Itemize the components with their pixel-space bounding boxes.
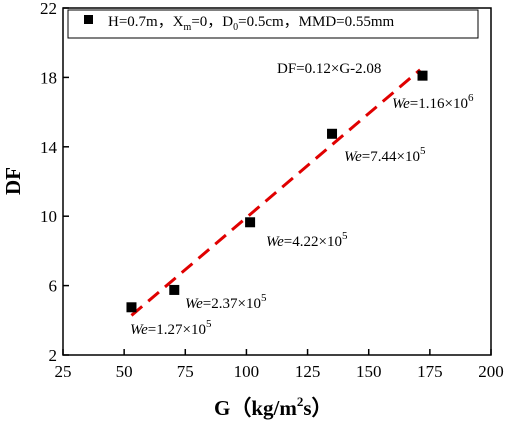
y-tick-label: 10: [40, 207, 57, 226]
y-tick-label: 2: [49, 346, 58, 365]
y-axis-title: DF: [1, 167, 25, 195]
x-axis-title: G（kg/m2s）: [214, 394, 333, 420]
y-tick-label: 22: [40, 0, 57, 18]
legend-marker: [84, 15, 93, 24]
y-tick-label: 18: [40, 68, 57, 87]
x-tick-label: 50: [116, 362, 133, 381]
x-tick-label: 25: [55, 362, 72, 381]
data-point: [327, 128, 338, 139]
data-point: [245, 217, 256, 228]
legend: H=0.7m，Xm=0，D0=0.5cm，MMD=0.55mm: [67, 9, 479, 39]
fit-line: [130, 68, 422, 317]
data-points: [126, 70, 428, 313]
y-tick-label: 14: [40, 138, 58, 157]
data-point: [126, 302, 137, 313]
data-point: [417, 70, 428, 81]
we-annotation-116: We=1.16×106: [392, 92, 474, 112]
data-point: [169, 284, 180, 295]
we-annotation-237: We=2.37×105: [185, 292, 267, 312]
fit-equation: DF=0.12×G-2.08: [277, 61, 381, 77]
we-annotation-127: We=1.27×105: [130, 318, 212, 338]
x-axis-ticks: 25 50 75 100 125 150 175 200: [55, 349, 504, 381]
x-tick-label: 125: [295, 362, 321, 381]
legend-label: H=0.7m，Xm=0，D0=0.5cm，MMD=0.55mm: [108, 14, 395, 33]
legend-box: [67, 9, 479, 39]
x-tick-label: 100: [234, 362, 260, 381]
x-tick-label: 150: [356, 362, 382, 381]
x-tick-label: 200: [478, 362, 504, 381]
x-tick-label: 75: [177, 362, 194, 381]
x-tick-label: 175: [417, 362, 443, 381]
y-axis-ticks: 2 6 10 14 18 22: [40, 0, 69, 365]
y-tick-label: 6: [49, 277, 58, 296]
plot-frame: [62, 7, 492, 356]
we-annotation-744: We=7.44×105: [344, 145, 426, 165]
we-annotation-422: We=4.22×105: [266, 230, 348, 250]
